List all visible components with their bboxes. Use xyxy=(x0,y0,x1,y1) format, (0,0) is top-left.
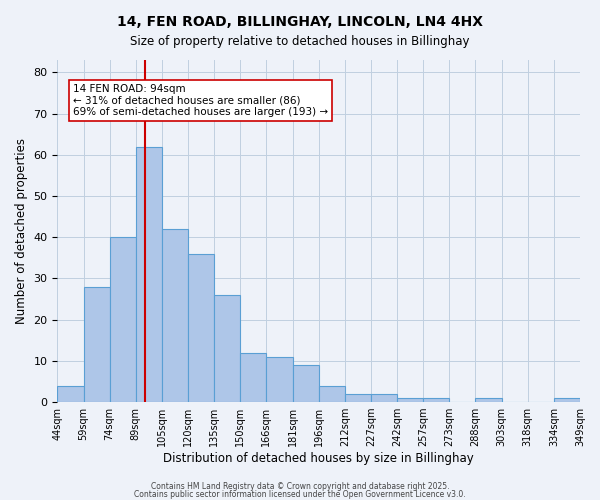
Bar xyxy=(136,146,162,402)
Bar xyxy=(423,398,449,402)
Bar xyxy=(293,365,319,402)
X-axis label: Distribution of detached houses by size in Billinghay: Distribution of detached houses by size … xyxy=(163,452,474,465)
Bar xyxy=(319,386,345,402)
Bar xyxy=(214,295,241,402)
Text: Contains HM Land Registry data © Crown copyright and database right 2025.: Contains HM Land Registry data © Crown c… xyxy=(151,482,449,491)
Bar xyxy=(83,286,110,402)
Y-axis label: Number of detached properties: Number of detached properties xyxy=(15,138,28,324)
Bar xyxy=(266,356,293,402)
Bar xyxy=(371,394,397,402)
Text: Size of property relative to detached houses in Billinghay: Size of property relative to detached ho… xyxy=(130,35,470,48)
Text: 14, FEN ROAD, BILLINGHAY, LINCOLN, LN4 4HX: 14, FEN ROAD, BILLINGHAY, LINCOLN, LN4 4… xyxy=(117,15,483,29)
Bar xyxy=(475,398,502,402)
Bar xyxy=(58,386,83,402)
Bar xyxy=(397,398,423,402)
Text: Contains public sector information licensed under the Open Government Licence v3: Contains public sector information licen… xyxy=(134,490,466,499)
Text: 14 FEN ROAD: 94sqm
← 31% of detached houses are smaller (86)
69% of semi-detache: 14 FEN ROAD: 94sqm ← 31% of detached hou… xyxy=(73,84,328,117)
Bar xyxy=(110,237,136,402)
Bar xyxy=(241,352,266,402)
Bar xyxy=(345,394,371,402)
Bar xyxy=(188,254,214,402)
Bar xyxy=(554,398,580,402)
Bar xyxy=(162,229,188,402)
